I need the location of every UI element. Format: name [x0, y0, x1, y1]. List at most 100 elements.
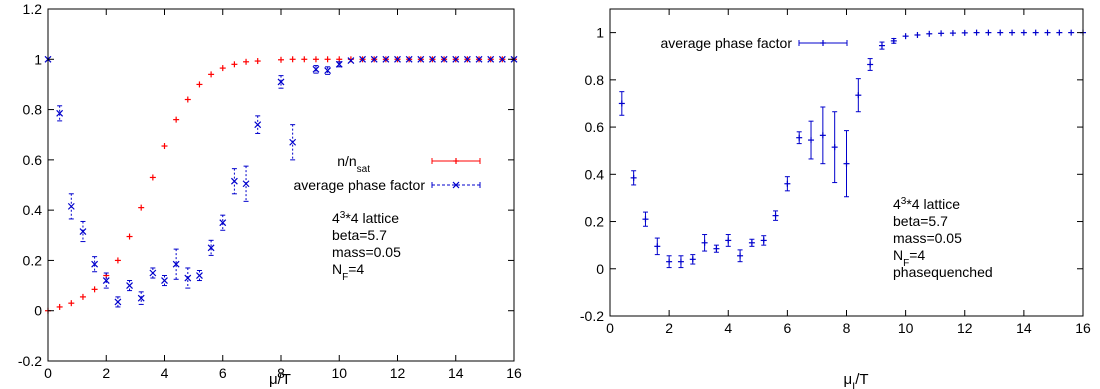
- left-x-tick-label: 12: [390, 365, 406, 381]
- right-chart-axes: 0 2 4 6 8 10 12 14 16-0.200.20.40.60.81: [580, 8, 1091, 336]
- marker-b: [440, 55, 448, 63]
- right-series-0-point: [737, 249, 744, 263]
- left-series-1-point: [161, 275, 168, 287]
- left-series-0-point: [289, 56, 296, 63]
- marker-b: [172, 260, 180, 268]
- left-series-0-point: [161, 143, 168, 150]
- marker-b: [79, 228, 87, 235]
- marker-b: [102, 277, 110, 284]
- right-series-0-point: [961, 29, 968, 36]
- left-series-1-point: [172, 248, 180, 280]
- left-series-0-point: [56, 303, 63, 310]
- marker-b: [335, 60, 343, 68]
- right-chart-legend: average phase factor: [660, 35, 848, 51]
- right-annotation-nf-value: =4: [909, 247, 925, 263]
- marker-b: [126, 282, 133, 289]
- marker-b: [207, 244, 215, 252]
- right-x-tick-label: 10: [898, 320, 914, 336]
- legend-label-n-nsat: n/nsat: [337, 153, 370, 175]
- right-series-0-point: [1032, 29, 1039, 36]
- left-series-0-point: [324, 56, 331, 63]
- right-x-tick-label: 12: [957, 320, 973, 336]
- marker-b: [394, 55, 401, 63]
- left-series-0-point: [138, 204, 145, 211]
- left-series-1-point: [359, 55, 366, 63]
- marker-b: [429, 55, 436, 63]
- marker-b: [347, 57, 355, 64]
- left-series-1-point: [382, 55, 390, 63]
- right-series-0-point: [926, 30, 933, 37]
- right-chart-x-axis-label-rest: /T: [855, 371, 868, 388]
- left-series-1-point: [347, 57, 355, 64]
- left-series-1-point: [230, 168, 238, 195]
- left-series-1-point: [487, 55, 495, 63]
- right-series-0: [618, 29, 1086, 269]
- left-series-0-point: [173, 116, 180, 123]
- left-chart-axes: 0 2 4 6 8 10 12 14 16-0.200.20.40.60.811.2: [18, 1, 522, 381]
- marker-b: [56, 109, 64, 117]
- marker-b: [137, 294, 145, 302]
- marker-b: [114, 298, 122, 306]
- right-series-0-point: [843, 130, 850, 198]
- right-y-tick-label: 0: [596, 261, 604, 277]
- left-series-1-point: [324, 66, 332, 75]
- left-series-1-point: [196, 269, 203, 282]
- right-series-0-point: [997, 29, 1004, 36]
- legend-sample-phase-factor-left: [431, 181, 481, 189]
- left-series-1-point: [429, 55, 436, 63]
- right-series-0-point: [725, 234, 732, 247]
- left-series-0-point: [149, 174, 156, 181]
- legend-sample-n-nsat: [431, 158, 481, 164]
- right-chart: 0 2 4 6 8 10 12 14 16-0.200.20.40.60.81 μI/T ave…: [580, 8, 1091, 389]
- marker-b: [289, 138, 297, 146]
- left-series-1-point: [394, 55, 401, 63]
- marker-b: [417, 55, 425, 63]
- left-series-0-point: [126, 233, 133, 240]
- right-x-tick-label: 4: [724, 320, 732, 336]
- marker-b: [463, 55, 471, 63]
- left-series-1-point: [219, 214, 227, 231]
- right-series-0-point: [642, 211, 649, 227]
- right-y-tick-label: 0.6: [585, 119, 605, 135]
- right-chart-annotation: 43*4 lattice beta=5.7 mass=0.05 NF=4 pha…: [893, 196, 993, 281]
- right-x-tick-label: 14: [1016, 320, 1032, 336]
- left-x-tick-label: 2: [102, 365, 110, 381]
- left-series-0-point: [301, 56, 308, 63]
- right-series-0-point: [618, 91, 625, 116]
- right-x-tick-label: 16: [1075, 320, 1091, 336]
- right-annotation-beta: beta=5.7: [893, 213, 948, 229]
- left-series-1-point: [137, 291, 145, 305]
- left-series-0-point: [312, 56, 319, 63]
- marker-b: [370, 55, 378, 63]
- legend-label-phase-factor-left: average phase factor: [293, 177, 425, 193]
- right-series-0-point: [666, 255, 673, 269]
- marker-b: [405, 55, 413, 63]
- marker-b: [184, 274, 192, 282]
- marker-b: [324, 67, 332, 75]
- right-series-0-point: [1068, 29, 1075, 36]
- left-series-0-point: [91, 286, 98, 293]
- right-series-0-point: [855, 78, 862, 113]
- right-y-tick-label: 1: [596, 25, 604, 41]
- marker-b: [149, 269, 157, 277]
- right-series-0-point: [1020, 29, 1027, 36]
- marker-b: [196, 272, 203, 279]
- right-series-0-point: [701, 234, 708, 252]
- right-series-0-point: [890, 37, 897, 44]
- right-series-0-point: [914, 31, 921, 38]
- right-series-0-point: [713, 244, 720, 253]
- left-series-1: [44, 55, 518, 308]
- right-series-0-point: [973, 29, 980, 36]
- right-annotation-lattice-sup: 3: [901, 196, 907, 207]
- right-series-0-point: [867, 58, 874, 71]
- right-series-0-point: [819, 106, 826, 165]
- left-y-tick-label: 0.6: [23, 152, 43, 168]
- right-series-0-point: [1009, 29, 1016, 36]
- left-x-tick-label: 6: [219, 365, 227, 381]
- left-series-1-point: [102, 272, 110, 289]
- left-chart-x-axis-label-mu: μ/T: [269, 371, 291, 388]
- legend-sample-phase-factor-right: [798, 40, 848, 46]
- left-series-1-point: [370, 55, 378, 63]
- right-x-tick-label: 2: [665, 320, 673, 336]
